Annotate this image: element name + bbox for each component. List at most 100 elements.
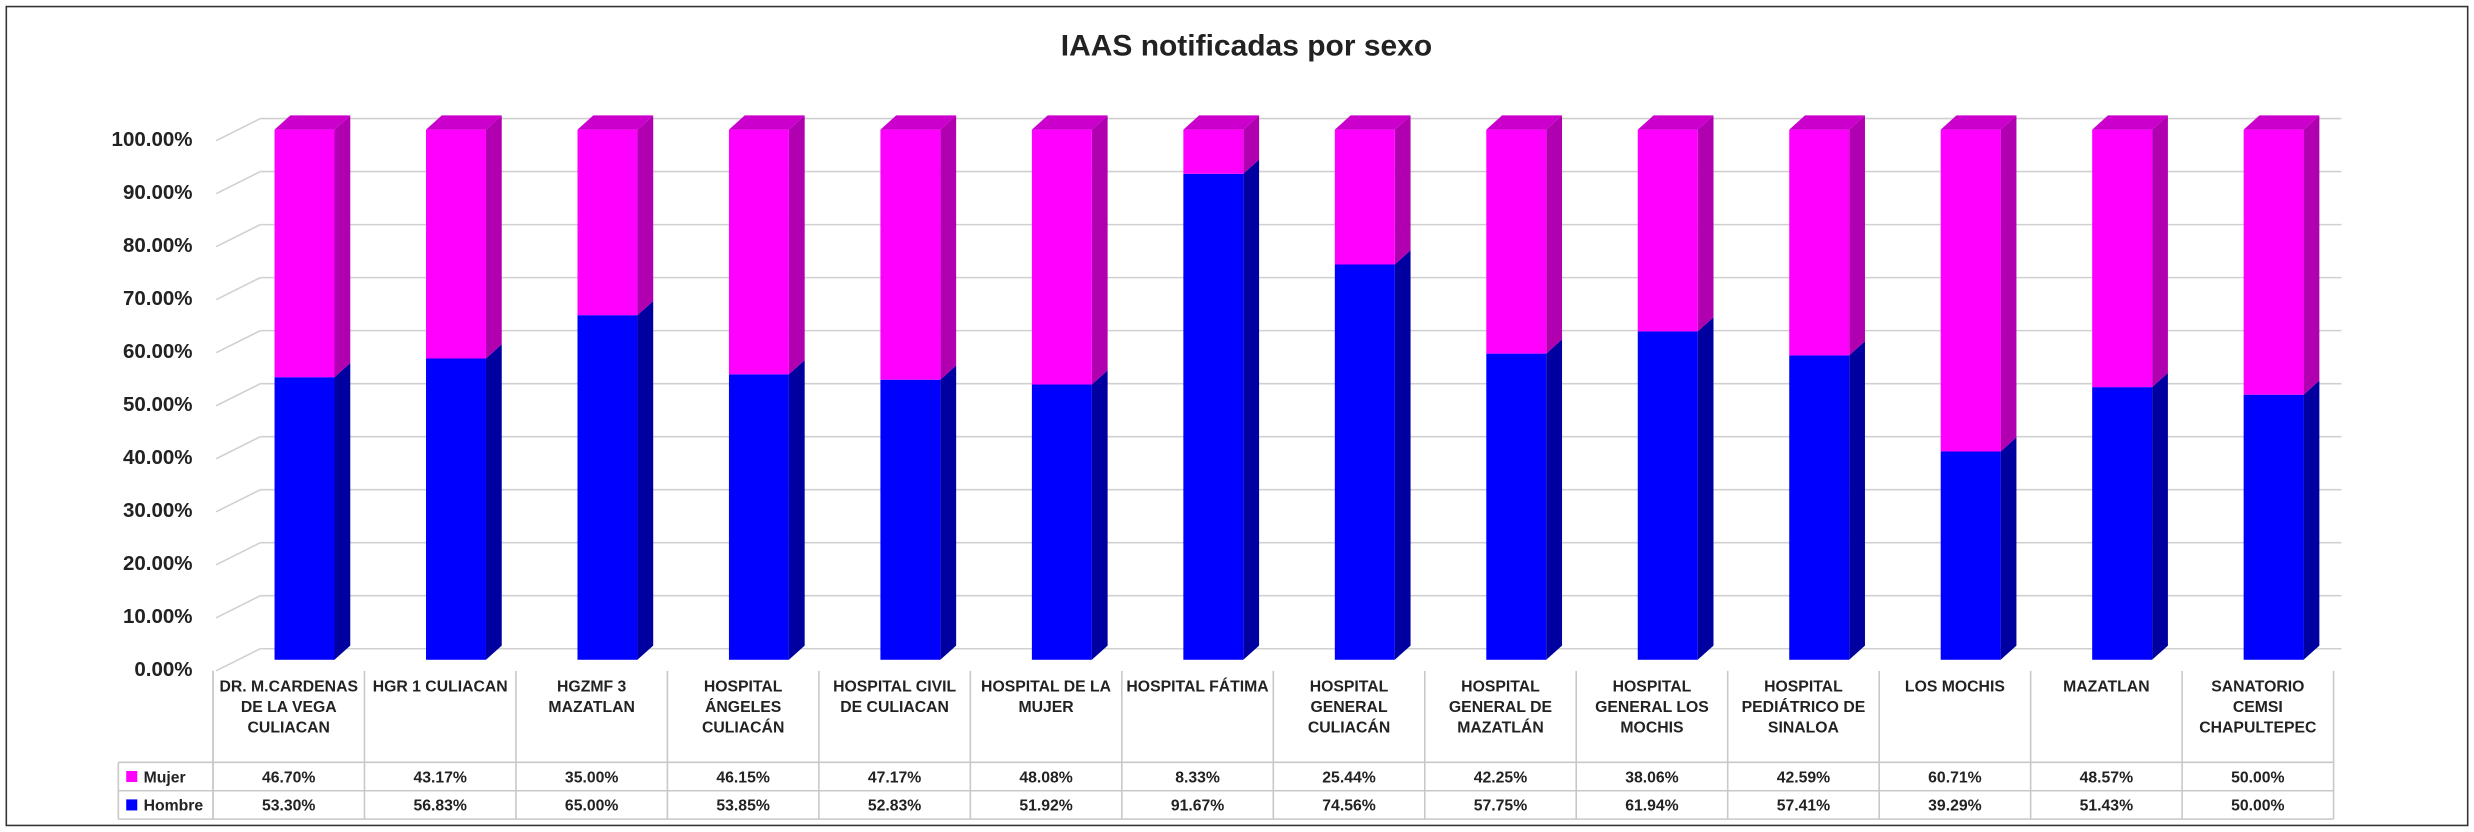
bar-top (1637, 115, 1714, 130)
y-tick-label: 70.00% (123, 287, 193, 310)
bar-top (426, 115, 502, 130)
bar-side (2152, 372, 2168, 660)
bar-top (2092, 115, 2168, 130)
grid-line (215, 595, 261, 619)
data-label: 43.17% (413, 769, 466, 786)
bar-top (1183, 115, 1260, 130)
category-cell: HGZMF 3 MAZATLAN (548, 678, 635, 717)
x-tick-label: HGR 1 CULIACAN (372, 678, 508, 697)
bar (1334, 264, 1395, 660)
x-tick-label: HGZMF 3 MAZATLAN (548, 678, 635, 717)
bar-side (1697, 115, 1714, 332)
bar (2092, 387, 2153, 660)
data-label: 74.56% (1322, 798, 1375, 815)
category-cell: HGR 1 CULIACAN (372, 678, 508, 697)
x-tick-label: HOSPITAL GENERAL DE MAZATLÁN (1448, 678, 1553, 738)
bar (1183, 129, 1244, 174)
bar-side (485, 344, 502, 660)
bar-side (788, 115, 805, 375)
y-tick-label: 30.00% (123, 499, 193, 522)
data-label: 61.94% (1625, 798, 1678, 815)
data-label: 50.00% (2231, 769, 2284, 786)
legend-swatch (126, 799, 138, 811)
bar-side (2152, 115, 2168, 388)
y-tick-label: 40.00% (123, 446, 193, 469)
category-cell: HOSPITAL FÁTIMA (1126, 679, 1268, 696)
bar (2243, 394, 2304, 660)
category-cell: HOSPITAL DE LA MUJER (981, 679, 1111, 717)
category-cell: MAZATLAN (2063, 678, 2150, 697)
bar (728, 374, 789, 660)
bar-side (1849, 341, 1865, 660)
bar (577, 129, 638, 316)
y-tick-label: 90.00% (123, 181, 193, 204)
bar-side (1091, 115, 1108, 385)
bar-top (728, 115, 805, 130)
bar-side (1394, 250, 1411, 660)
y-tick-label: 10.00% (123, 605, 193, 628)
bar-side (2000, 115, 2017, 452)
bar-side (334, 363, 351, 660)
y-tick-label: 0.00% (134, 658, 192, 681)
bar (1637, 129, 1698, 332)
data-label: 57.41% (1777, 798, 1830, 815)
bar (1486, 353, 1547, 660)
bar-top (1334, 115, 1411, 130)
data-label: 46.70% (262, 769, 315, 786)
bar (426, 358, 486, 660)
bar (880, 379, 941, 660)
bar-side (637, 300, 654, 660)
bar (2092, 129, 2153, 388)
bar-side (2000, 437, 2017, 660)
bar-side (2303, 380, 2320, 660)
bar-side (2303, 115, 2320, 395)
legend-label: Hombre (144, 798, 204, 815)
bar-side (1546, 115, 1563, 354)
legend-label: Mujer (144, 769, 186, 786)
bar-side (788, 360, 805, 660)
data-label: 39.29% (1928, 798, 1981, 815)
x-tick-label: MAZATLAN (2063, 678, 2150, 697)
bar-side (940, 365, 957, 660)
data-label: 47.17% (868, 769, 921, 786)
grid-line (215, 329, 261, 354)
bar-top (274, 115, 351, 130)
data-label: 51.92% (1019, 798, 1072, 815)
x-tick-label: HOSPITAL GENERAL CULIACÁN (1307, 678, 1391, 738)
bar (1940, 129, 2001, 452)
bar (1940, 451, 2001, 660)
data-label: 51.43% (2080, 798, 2133, 815)
y-tick-label: 20.00% (123, 552, 193, 575)
bar-top (880, 115, 957, 130)
data-label: 52.83% (868, 798, 921, 815)
bar (274, 129, 335, 378)
bar-side (637, 115, 654, 316)
data-label: 38.06% (1625, 769, 1678, 786)
x-tick-label: HOSPITAL GENERAL LOS MOCHIS (1595, 678, 1709, 738)
category-cell: HOSPITAL GENERAL CULIACÁN (1307, 678, 1391, 738)
x-tick-label: HOSPITAL ÁNGELES CULIACÁN (701, 678, 785, 738)
grid-line (215, 435, 261, 460)
bar (577, 315, 638, 660)
bar-side (940, 115, 957, 380)
category-cell: LOS MOCHIS (1905, 679, 2005, 696)
bar (274, 377, 335, 660)
x-tick-label: HOSPITAL CIVIL DE CULIACAN (833, 678, 957, 717)
bar (2243, 129, 2304, 395)
data-label: 25.44% (1322, 769, 1375, 786)
bar-top (1486, 115, 1563, 130)
bar (728, 129, 789, 375)
y-tick-label: 80.00% (123, 234, 193, 257)
x-tick-label: HOSPITAL PEDIÁTRICO DE SINALOA (1741, 678, 1866, 738)
grid-line (215, 488, 261, 513)
category-cell: HOSPITAL CIVIL DE CULIACAN (833, 678, 957, 717)
bar (1789, 129, 1850, 356)
chart-title: IAAS notificadas por sexo (1061, 30, 1432, 63)
bar-side (1546, 339, 1563, 660)
legend-swatch (126, 771, 138, 783)
data-label: 48.57% (2080, 769, 2133, 786)
grid-line (215, 382, 261, 407)
y-tick-label: 60.00% (123, 340, 193, 363)
data-label: 60.71% (1928, 769, 1981, 786)
